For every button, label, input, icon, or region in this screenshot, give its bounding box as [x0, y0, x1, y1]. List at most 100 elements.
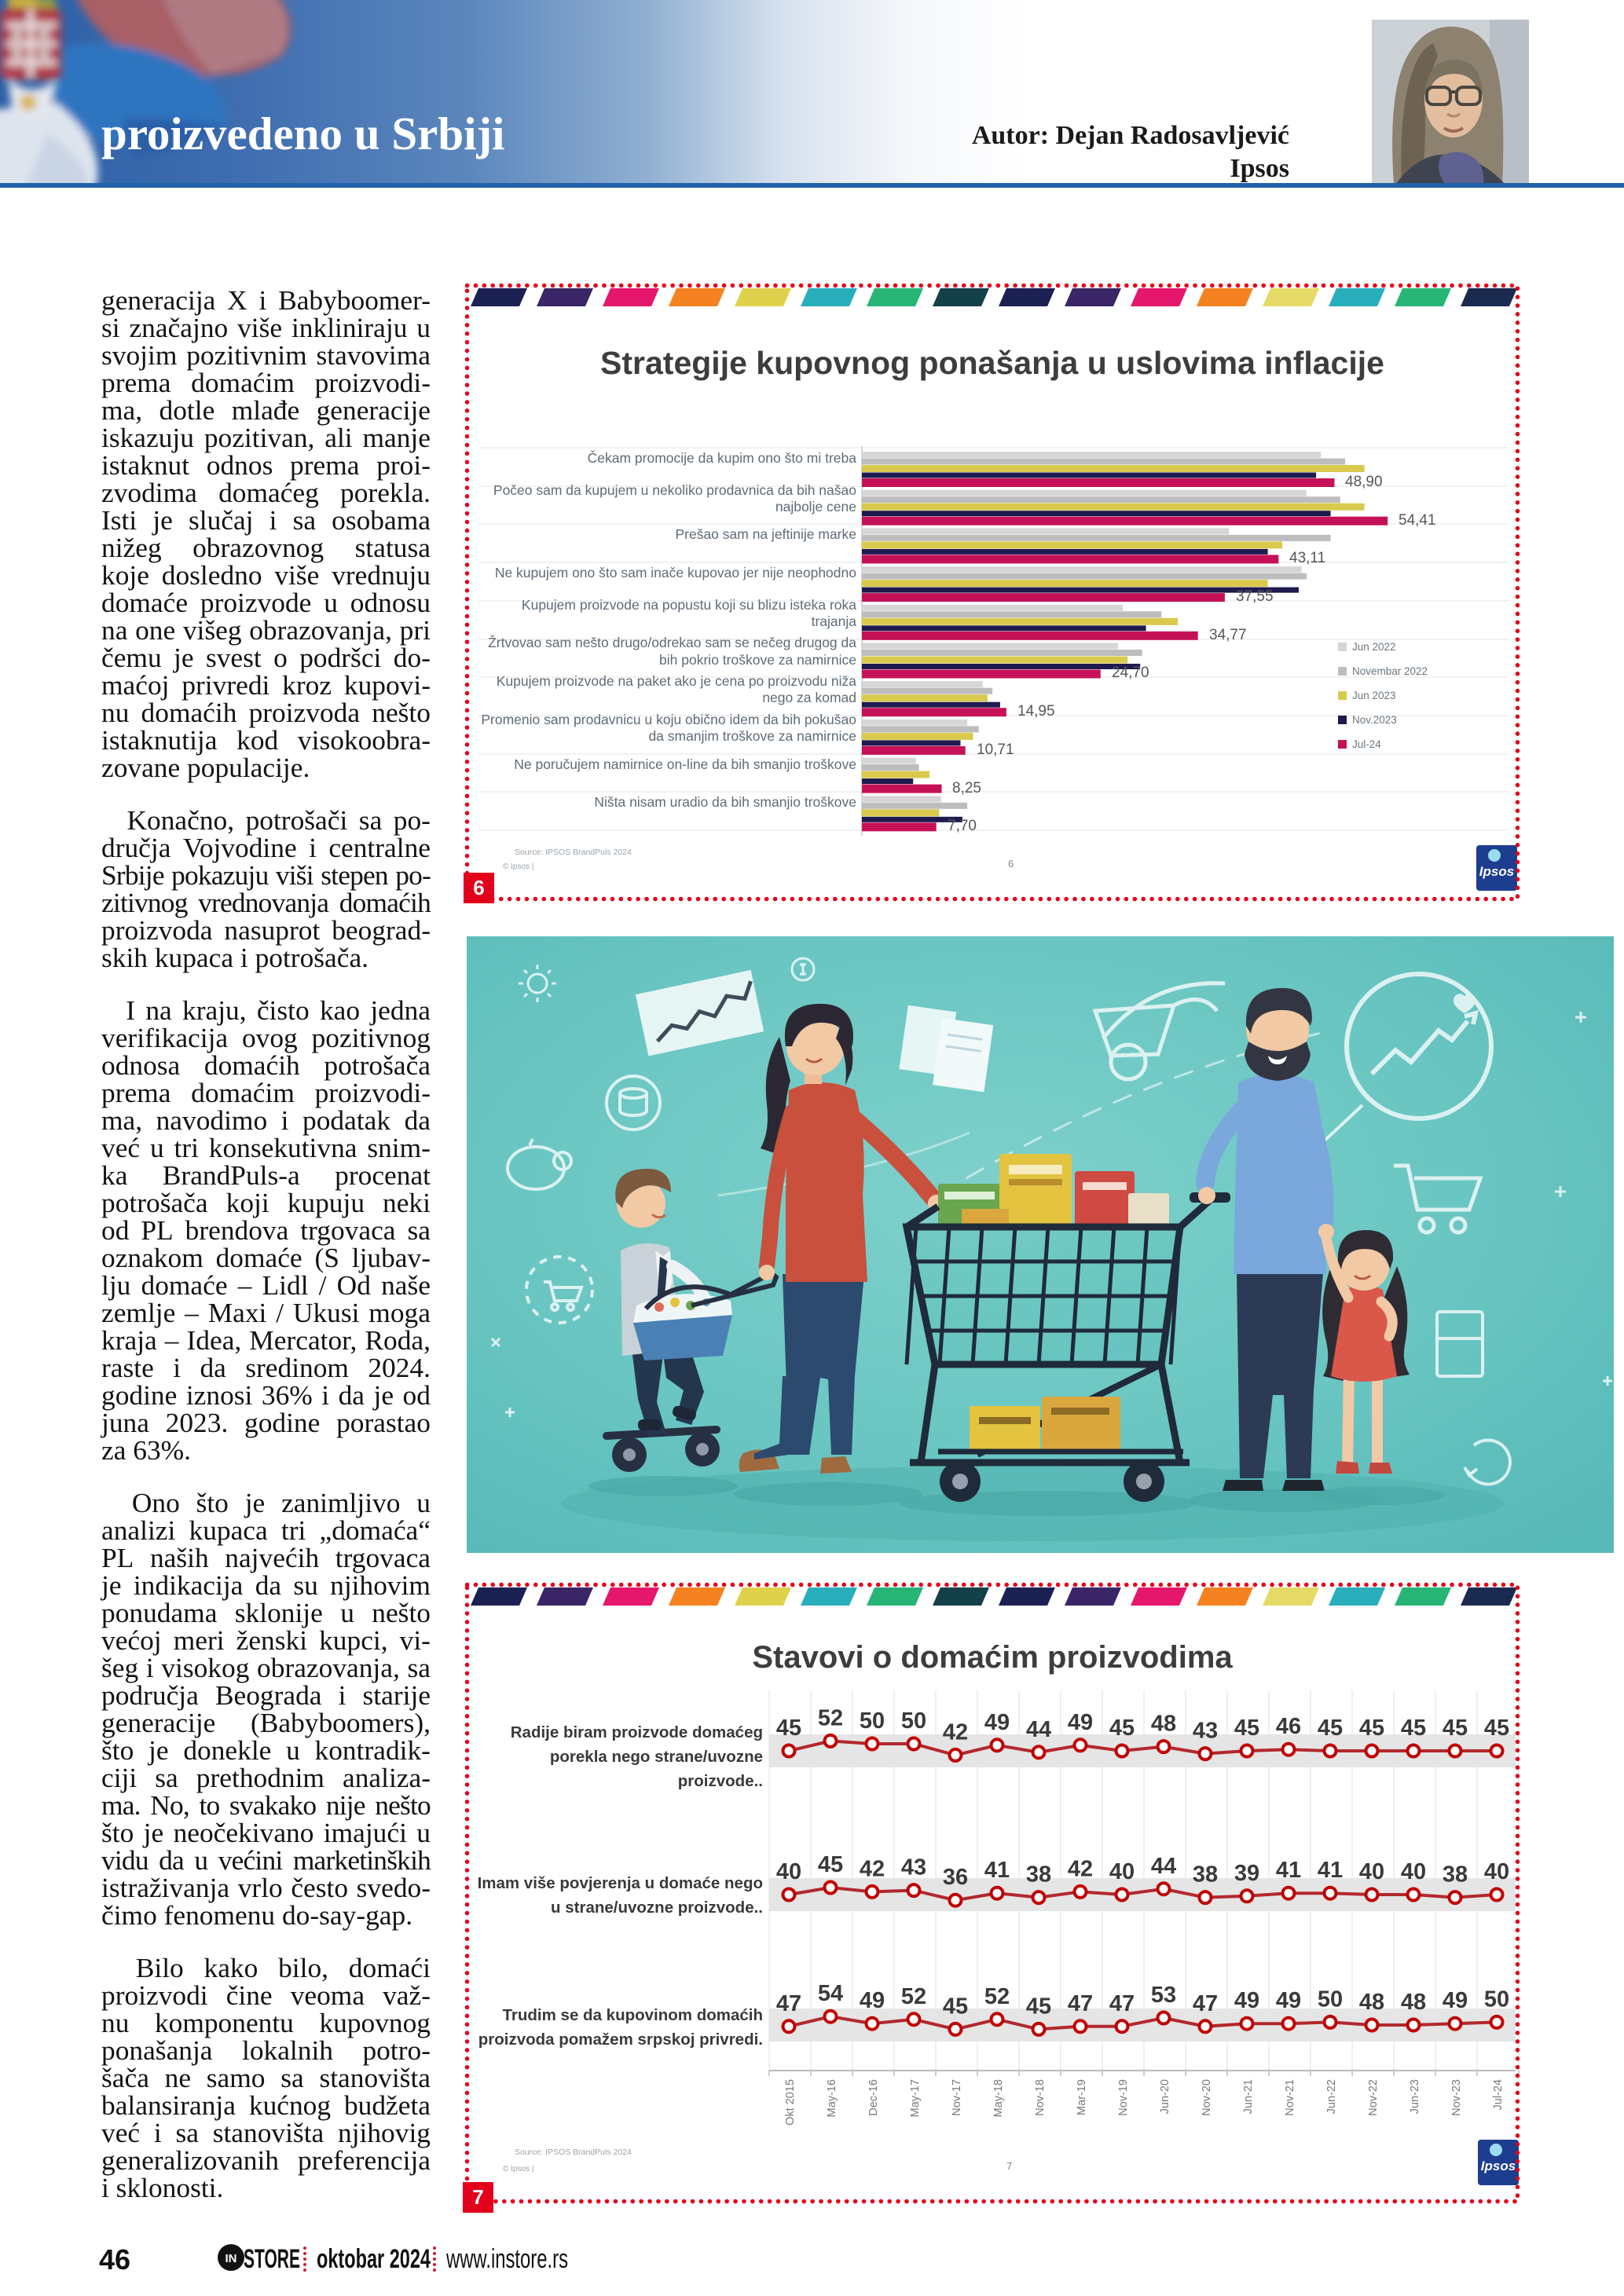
- svg-text:49: 49: [1276, 1988, 1301, 2013]
- svg-text:7,70: 7,70: [948, 818, 977, 834]
- svg-text:40: 40: [1484, 1859, 1509, 1884]
- svg-text:proizvoda pomažem srpskoj priv: proizvoda pomažem srpskoj privredi.: [478, 2031, 763, 2049]
- svg-text:54: 54: [818, 1981, 843, 2006]
- svg-text:Nov-17: Nov-17: [951, 2079, 963, 2116]
- svg-text:Jul-24: Jul-24: [1352, 738, 1381, 750]
- svg-text:45: 45: [943, 1994, 968, 2019]
- svg-text:Prešao sam na jeftinije marke: Prešao sam na jeftinije marke: [675, 526, 856, 542]
- svg-text:49: 49: [1234, 1988, 1259, 2013]
- svg-text:45: 45: [1318, 1716, 1343, 1741]
- svg-text:37,55: 37,55: [1236, 588, 1274, 605]
- svg-text:44: 44: [1026, 1717, 1051, 1742]
- svg-text:Promenio sam prodavnicu u koju: Promenio sam prodavnicu u koju obično id…: [481, 712, 856, 727]
- svg-text:IN: IN: [225, 2252, 237, 2265]
- svg-text:50: 50: [901, 1708, 926, 1734]
- svg-text:45: 45: [1401, 1716, 1426, 1741]
- svg-text:52: 52: [818, 1705, 843, 1730]
- svg-text:38: 38: [1443, 1862, 1468, 1888]
- svg-text:42: 42: [860, 1856, 885, 1881]
- svg-text:54,41: 54,41: [1399, 512, 1436, 529]
- svg-text:49: 49: [860, 1988, 885, 2013]
- svg-text:40: 40: [1401, 1859, 1426, 1884]
- svg-text:Okt 2015: Okt 2015: [784, 2079, 797, 2126]
- svg-text:Imam više povjerenja u domaće: Imam više povjerenja u domaće nego: [478, 1874, 763, 1892]
- svg-text:Jun-22: Jun-22: [1325, 2079, 1338, 2114]
- svg-text:Nov-22: Nov-22: [1367, 2079, 1380, 2116]
- svg-text:45: 45: [1359, 1716, 1384, 1741]
- svg-text:43: 43: [1193, 1719, 1218, 1744]
- svg-text:45: 45: [1234, 1716, 1259, 1741]
- svg-text:Žrtvovao sam nešto drugo/odrek: Žrtvovao sam nešto drugo/odrekao sam se …: [488, 635, 856, 650]
- svg-text:Nov-21: Nov-21: [1284, 2079, 1296, 2116]
- svg-text:Ništa nisam uradio da bih sma: Ništa nisam uradio da bih smanjio troško…: [594, 794, 856, 810]
- svg-text:38: 38: [1193, 1862, 1218, 1888]
- svg-text:50: 50: [860, 1708, 885, 1734]
- svg-text:Nov-18: Nov-18: [1034, 2079, 1047, 2116]
- svg-text:47: 47: [1193, 1991, 1218, 2016]
- svg-text:41: 41: [1318, 1858, 1343, 1883]
- svg-text:49: 49: [1068, 1710, 1093, 1735]
- svg-text:Mar-19: Mar-19: [1076, 2079, 1088, 2115]
- svg-text:Nov.2023: Nov.2023: [1352, 714, 1397, 726]
- svg-text:40: 40: [776, 1859, 801, 1884]
- svg-text:48: 48: [1401, 1990, 1426, 2015]
- svg-text:52: 52: [984, 1984, 1010, 2009]
- svg-text:45: 45: [1109, 1716, 1135, 1741]
- svg-text:May-18: May-18: [992, 2079, 1005, 2117]
- svg-text:oktobar 2024: oktobar 2024: [317, 2244, 431, 2274]
- svg-text:52: 52: [901, 1984, 926, 2009]
- svg-text:47: 47: [1068, 1991, 1093, 2016]
- svg-text:Kupujem proizvode na popustu k: Kupujem proizvode na popustu koji su bli…: [522, 597, 856, 613]
- svg-text:Ne poručujem namirnice on-line: Ne poručujem namirnice on-line da bih sm…: [514, 756, 856, 772]
- svg-text:Trudim se da kupovinom domaćih: Trudim se da kupovinom domaćih: [503, 2006, 763, 2024]
- svg-text:40: 40: [1359, 1859, 1384, 1884]
- svg-text:Jun 2023: Jun 2023: [1352, 690, 1396, 701]
- svg-text:porekla nego strane/uvozne: porekla nego strane/uvozne: [550, 1748, 763, 1766]
- svg-text:53: 53: [1151, 1983, 1176, 2008]
- svg-text:Kupujem proizvode na paket ako: Kupujem proizvode na paket ako je cena p…: [497, 673, 856, 689]
- svg-text:49: 49: [1443, 1988, 1468, 2013]
- svg-text:50: 50: [1484, 1987, 1509, 2012]
- svg-text:Počeo sam da kupujem u nekolik: Počeo sam da kupujem u nekoliko prodavni…: [493, 482, 856, 498]
- svg-text:Dec-16: Dec-16: [867, 2079, 880, 2116]
- svg-text:14,95: 14,95: [1017, 703, 1055, 720]
- svg-text:May-16: May-16: [826, 2079, 838, 2117]
- svg-text:najbolje cene: najbolje cene: [775, 499, 856, 514]
- svg-text:46: 46: [1276, 1714, 1301, 1739]
- svg-text:Nov-23: Nov-23: [1450, 2079, 1463, 2116]
- svg-text:10,71: 10,71: [977, 742, 1014, 758]
- svg-text:48,90: 48,90: [1345, 474, 1383, 490]
- svg-text:41: 41: [1276, 1858, 1301, 1883]
- svg-text:proizvode..: proizvode..: [678, 1772, 763, 1790]
- svg-text:43: 43: [901, 1855, 926, 1880]
- svg-text:Nov-19: Nov-19: [1117, 2079, 1130, 2116]
- svg-text:47: 47: [1109, 1991, 1135, 2016]
- svg-text:nego za komad: nego za komad: [762, 690, 856, 705]
- svg-text:Jun-21: Jun-21: [1242, 2079, 1255, 2114]
- svg-text:48: 48: [1359, 1990, 1384, 2015]
- svg-text:Radije biram proizvode domaćeg: Radije biram proizvode domaćeg: [511, 1723, 763, 1741]
- svg-text:bih pokrio troškove za namirni: bih pokrio troškove za namirnice: [659, 652, 856, 668]
- svg-text:42: 42: [943, 1719, 968, 1745]
- svg-text:45: 45: [1443, 1716, 1468, 1741]
- svg-text:49: 49: [984, 1710, 1010, 1735]
- svg-text:50: 50: [1318, 1987, 1343, 2012]
- svg-text:39: 39: [1234, 1861, 1259, 1886]
- svg-text:42: 42: [1068, 1856, 1093, 1881]
- svg-text:May-17: May-17: [909, 2079, 922, 2117]
- svg-text:40: 40: [1109, 1859, 1135, 1884]
- svg-text:Ne kupujem ono što sam inače: Ne kupujem ono što sam inače kupovao jer…: [495, 565, 856, 580]
- svg-text:Novembar 2022: Novembar 2022: [1352, 665, 1428, 677]
- svg-text:Jul-24: Jul-24: [1492, 2079, 1505, 2111]
- svg-text:45: 45: [818, 1852, 843, 1877]
- svg-text:47: 47: [776, 1991, 801, 2016]
- svg-text:36: 36: [943, 1865, 968, 1890]
- svg-text:da smanjim troškove za namirni: da smanjim troškove za namirnice: [648, 728, 856, 744]
- svg-text:Jun-23: Jun-23: [1409, 2079, 1421, 2114]
- svg-text:45: 45: [1026, 1994, 1051, 2019]
- svg-text:34,77: 34,77: [1209, 627, 1247, 643]
- svg-text:38: 38: [1026, 1862, 1051, 1888]
- svg-text:Čekam promocije da kupim ono š: Čekam promocije da kupim ono što mi treb…: [588, 449, 857, 466]
- svg-text:45: 45: [776, 1716, 801, 1741]
- svg-text:24,70: 24,70: [1112, 665, 1149, 681]
